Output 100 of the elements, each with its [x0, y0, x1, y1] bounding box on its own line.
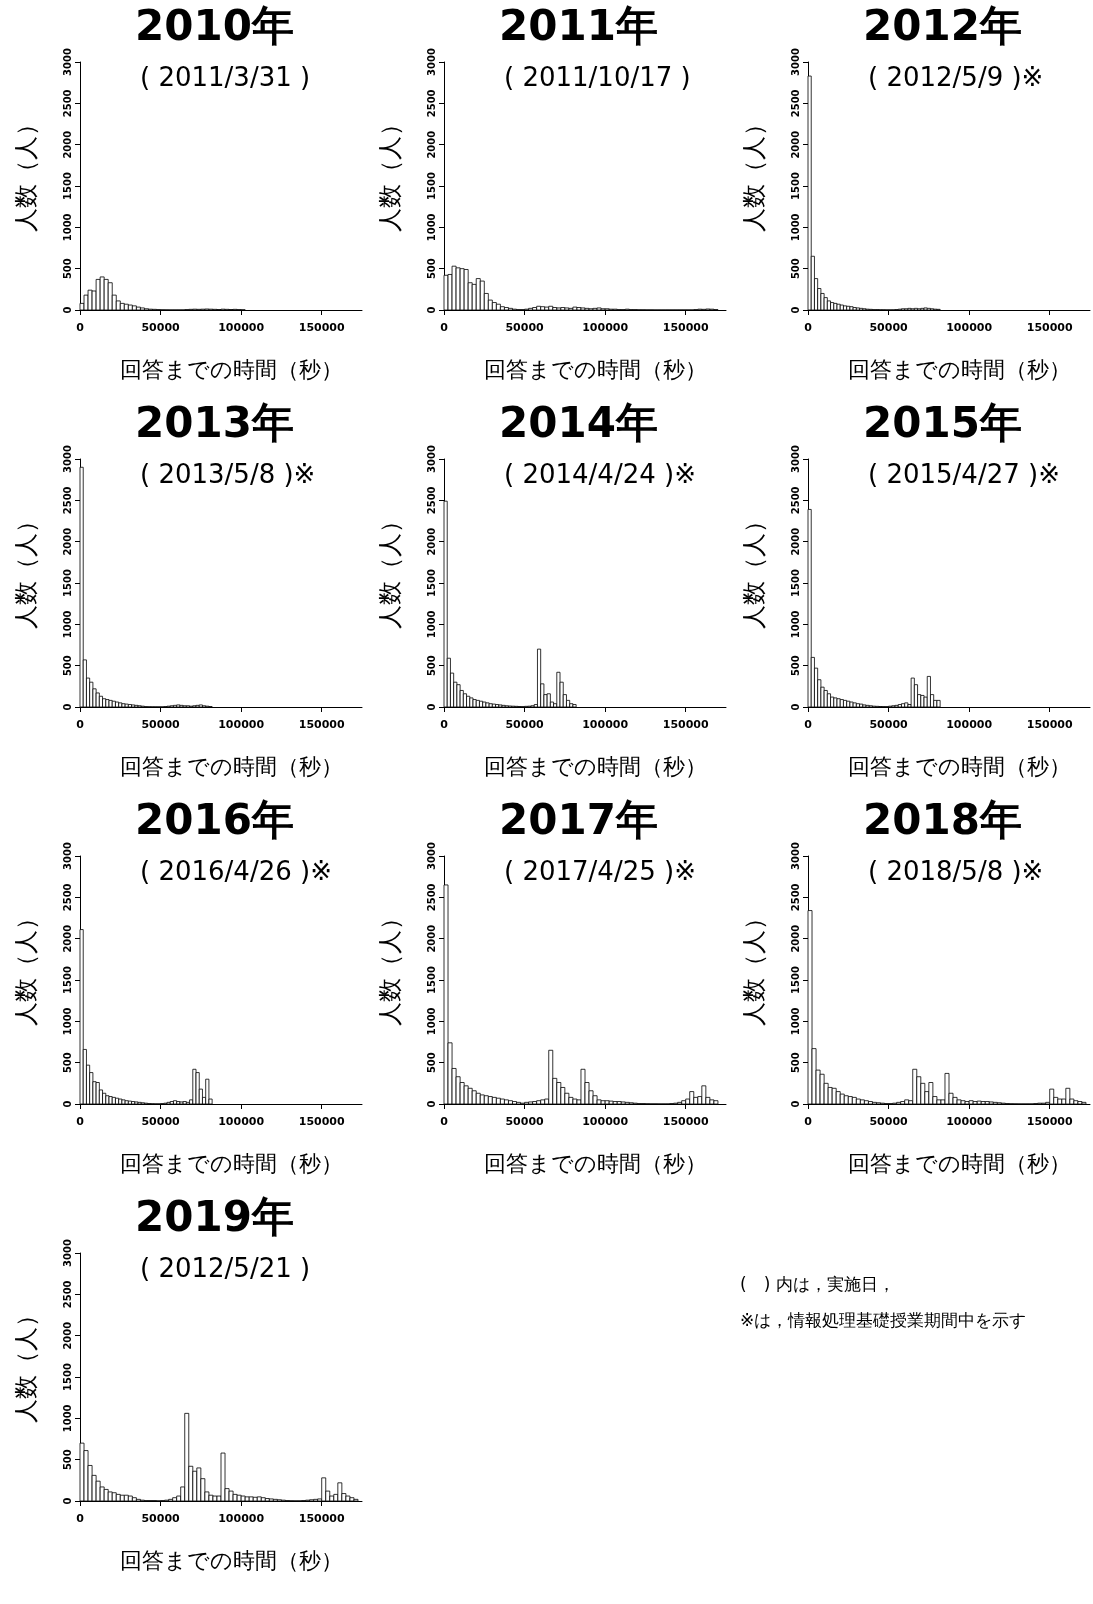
x-tick-label: 100000 — [218, 321, 265, 334]
x-tick-label: 50000 — [141, 718, 181, 731]
y-tick-label: 1000 — [425, 1007, 437, 1036]
x-tick-label: 150000 — [298, 718, 346, 731]
x-tick-label: 50000 — [869, 321, 909, 334]
y-tick-label: 2000 — [425, 924, 437, 953]
chart-title: 2016年 — [135, 794, 294, 844]
y-tick-label: 500 — [61, 655, 73, 677]
y-tick-label: 2000 — [789, 924, 801, 953]
chart-subtitle: ( 2014/4/24 )※ — [504, 459, 696, 489]
y-axis-title: 人数（人） — [376, 906, 404, 1026]
y-tick-label: 2500 — [61, 89, 73, 118]
y-tick-label: 2500 — [789, 486, 801, 515]
y-tick-label: 500 — [425, 1052, 437, 1074]
chart-title: 2019年 — [135, 1191, 294, 1241]
x-tick-label: 150000 — [298, 321, 346, 334]
chart-title: 2018年 — [863, 794, 1022, 844]
y-tick-label: 1000 — [61, 1007, 73, 1036]
chart-subtitle: ( 2018/5/8 )※ — [868, 856, 1044, 886]
y-tick-label: 500 — [789, 655, 801, 677]
y-tick-label: 1500 — [425, 172, 437, 200]
x-tick-label: 100000 — [582, 1115, 629, 1128]
x-tick-label: 100000 — [218, 718, 265, 731]
y-axis-title: 人数（人） — [740, 112, 768, 232]
y-tick-label: 1500 — [425, 569, 437, 597]
y-tick-label: 3000 — [61, 842, 73, 870]
y-tick-label: 2500 — [789, 89, 801, 118]
x-tick-label: 50000 — [505, 321, 545, 334]
x-axis-title: 回答までの時間（秒） — [848, 1150, 1071, 1176]
y-tick-label: 0 — [425, 703, 437, 711]
y-tick-label: 500 — [789, 258, 801, 280]
chart-title: 2015年 — [863, 397, 1022, 447]
chart-subtitle: ( 2016/4/26 )※ — [140, 856, 332, 886]
y-tick-label: 3000 — [61, 48, 73, 76]
x-tick-label: 100000 — [946, 718, 993, 731]
y-tick-label: 0 — [425, 1100, 437, 1108]
y-axis-title: 人数（人） — [376, 112, 404, 232]
chart-title: 2013年 — [135, 397, 294, 447]
y-tick-label: 3000 — [61, 1239, 73, 1267]
text: ( ) 内は，実施日， — [740, 1273, 895, 1294]
y-tick-label: 2500 — [425, 883, 437, 912]
x-tick-label: 0 — [76, 1512, 85, 1525]
y-tick-label: 1500 — [61, 569, 73, 597]
y-tick-label: 3000 — [61, 445, 73, 473]
y-tick-label: 2000 — [61, 130, 73, 159]
chart-subtitle: ( 2011/10/17 ) — [504, 62, 691, 92]
y-tick-label: 2000 — [425, 130, 437, 159]
chart-subtitle: ( 2012/5/21 ) — [140, 1253, 311, 1283]
x-tick-label: 100000 — [946, 321, 993, 334]
y-tick-label: 1000 — [789, 610, 801, 639]
x-tick-label: 0 — [76, 718, 85, 731]
y-axis-title: 人数（人） — [12, 509, 40, 629]
y-tick-label: 0 — [61, 1497, 73, 1505]
x-tick-label: 0 — [804, 321, 813, 334]
x-tick-label: 150000 — [1026, 1115, 1074, 1128]
x-tick-label: 50000 — [869, 718, 909, 731]
y-tick-label: 1000 — [789, 1007, 801, 1036]
y-tick-label: 500 — [789, 1052, 801, 1074]
y-tick-label: 0 — [789, 306, 801, 314]
x-tick-label: 150000 — [298, 1512, 346, 1525]
y-tick-label: 1500 — [789, 172, 801, 200]
y-axis-title: 人数（人） — [12, 1303, 40, 1423]
y-tick-label: 3000 — [789, 445, 801, 473]
chart-subtitle: ( 2015/4/27 )※ — [868, 459, 1060, 489]
y-tick-label: 1000 — [61, 1404, 73, 1433]
y-tick-label: 500 — [61, 1449, 73, 1471]
y-tick-label: 2000 — [61, 924, 73, 953]
y-tick-label: 1000 — [61, 213, 73, 242]
y-axis-title: 人数（人） — [376, 509, 404, 629]
x-tick-label: 0 — [76, 321, 85, 334]
x-tick-label: 0 — [76, 1115, 85, 1128]
y-tick-label: 0 — [789, 1100, 801, 1108]
y-tick-label: 1500 — [61, 966, 73, 994]
x-tick-label: 100000 — [582, 321, 629, 334]
y-tick-label: 1500 — [789, 569, 801, 597]
y-tick-label: 2000 — [425, 527, 437, 556]
y-tick-label: 0 — [61, 306, 73, 314]
chart-subtitle: ( 2012/5/9 )※ — [868, 62, 1044, 92]
chart-subtitle: ( 2013/5/8 )※ — [140, 459, 316, 489]
y-tick-label: 2500 — [789, 883, 801, 912]
y-tick-label: 2500 — [425, 89, 437, 118]
chart-title: 2017年 — [499, 794, 658, 844]
y-tick-label: 1500 — [61, 1363, 73, 1391]
text: ※は，情報処理基礎授業期間中を示す — [740, 1309, 1027, 1330]
y-tick-label: 0 — [61, 1100, 73, 1108]
x-axis-title: 回答までの時間（秒） — [120, 753, 343, 779]
y-tick-label: 500 — [425, 655, 437, 677]
y-axis-title: 人数（人） — [740, 906, 768, 1026]
x-axis-title: 回答までの時間（秒） — [484, 1150, 707, 1176]
y-tick-label: 3000 — [425, 445, 437, 473]
x-tick-label: 0 — [440, 321, 449, 334]
chart-title: 2012年 — [863, 0, 1022, 50]
y-tick-label: 500 — [425, 258, 437, 280]
chart-title: 2014年 — [499, 397, 658, 447]
x-axis-title: 回答までの時間（秒） — [848, 753, 1071, 779]
y-tick-label: 1500 — [425, 966, 437, 994]
x-tick-label: 100000 — [218, 1512, 265, 1525]
x-tick-label: 0 — [804, 718, 813, 731]
y-tick-label: 500 — [61, 1052, 73, 1074]
x-tick-label: 0 — [804, 1115, 813, 1128]
